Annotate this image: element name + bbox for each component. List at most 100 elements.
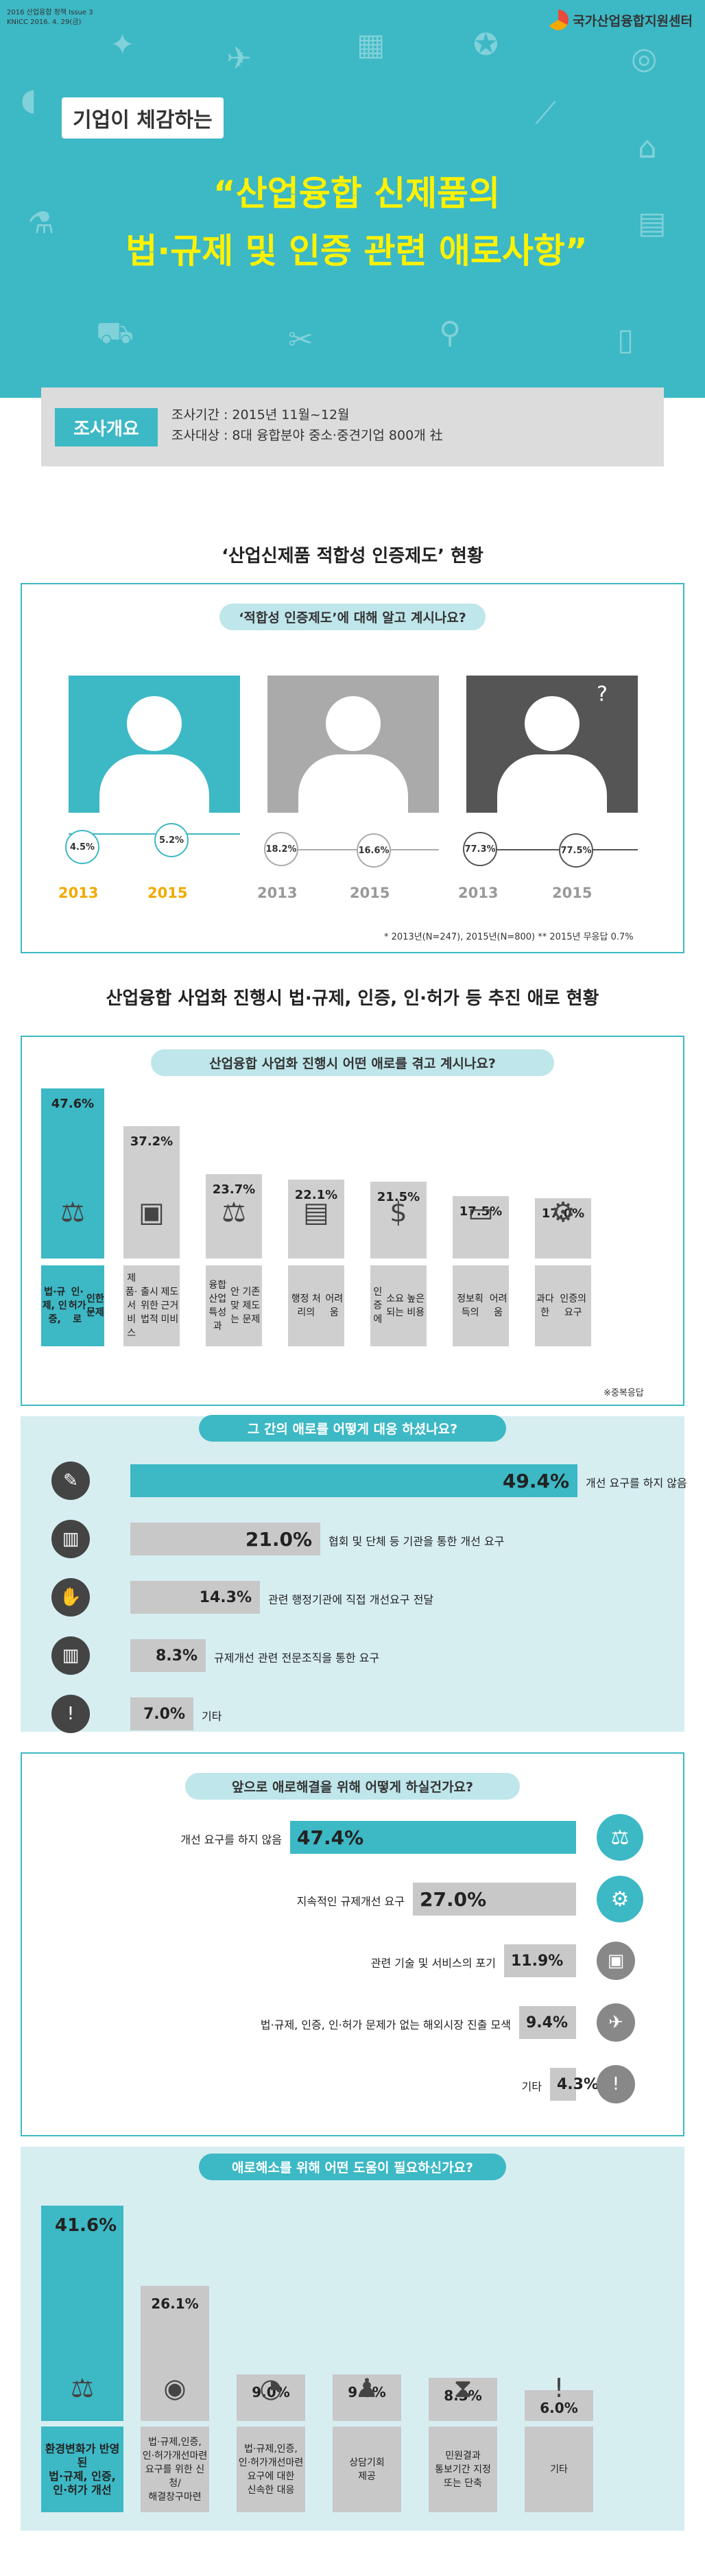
value-2015: 5.2% bbox=[154, 823, 189, 857]
bar: 8.3% bbox=[130, 1639, 206, 1672]
org-logo: 국가산업융합지원센터 bbox=[548, 10, 693, 30]
magnifier-icon: ⚲ bbox=[439, 315, 462, 350]
value-2013: 18.2% bbox=[264, 832, 298, 866]
year-label: 2013 bbox=[257, 885, 298, 901]
q2-panel bbox=[21, 1416, 684, 1732]
category-icon: ⚙ bbox=[551, 1197, 575, 1228]
category-label: 융합산업특성과 안 맞는 기존제도 문제 bbox=[206, 1265, 262, 1346]
q1-question: 산업융합 사업화 진행시 어떤 애로를 겪고 계시나요? bbox=[151, 1049, 554, 1076]
question-mark-icon: ? bbox=[597, 682, 608, 706]
section1-question: ‘적합성 인증제도’에 대해 알고 계시나요? bbox=[219, 604, 486, 630]
target-icon: ◎ bbox=[631, 41, 658, 76]
category-label: 민원결과 통보기간 지정 또는 단축 bbox=[429, 2426, 497, 2512]
chart-icon: ⟋ bbox=[535, 96, 556, 131]
category-label: 제품·서비스 출시 위한 법적 제도 근거 미비 bbox=[123, 1265, 180, 1346]
category-label: 협회 및 단체 등 기관을 통한 개선 요구 bbox=[328, 1535, 505, 1548]
category-label: 관련 기술 및 서비스의 포기 bbox=[370, 1957, 496, 1970]
card-know: 알고있다 bbox=[69, 676, 240, 813]
bar: 14.3% bbox=[130, 1581, 260, 1614]
card-label: 알고있다 bbox=[130, 779, 178, 794]
person-icon bbox=[326, 696, 381, 751]
category-icon: ▭ bbox=[468, 1197, 494, 1228]
q2-question: 그 간의 애로를 어떻게 대응 하셨나요? bbox=[199, 1415, 506, 1442]
data-label: 47.6% bbox=[51, 1097, 95, 1111]
category-label: 환경변화가 반영된 법·규제, 인증, 인·허가 개선 bbox=[41, 2426, 123, 2512]
bar: 49.4% bbox=[130, 1464, 577, 1497]
survey-info: 조사기간 : 2015년 11월~12월 조사대상 : 8대 융합분야 중소·중… bbox=[171, 405, 443, 446]
year-label: 2013 bbox=[458, 885, 499, 901]
card-dont-know: ? 모른다 bbox=[466, 676, 638, 813]
data-label: 37.2% bbox=[130, 1134, 174, 1149]
airplane-icon: ✈ bbox=[226, 41, 252, 76]
wrench-icon: ✂ bbox=[288, 322, 313, 357]
category-icon: ▣ bbox=[139, 1197, 165, 1228]
category-label: 개선 요구를 하지 않음 bbox=[586, 1477, 687, 1490]
person-icon bbox=[525, 696, 579, 751]
category-icon: ⚖ bbox=[70, 2373, 95, 2403]
category-label: 상담기회 제공 bbox=[333, 2426, 401, 2512]
phone-icon: ▯ bbox=[617, 322, 634, 357]
category-icon: ! bbox=[597, 2065, 635, 2103]
category-label: 기타 bbox=[525, 2426, 593, 2512]
bar: 7.0% bbox=[130, 1697, 193, 1730]
data-label: 17.0% bbox=[541, 1206, 585, 1221]
q1-panel bbox=[21, 1036, 684, 1406]
category-icon: ! bbox=[51, 1695, 90, 1733]
category-label: 기타 bbox=[521, 2080, 542, 2093]
category-icon: ⧗ bbox=[453, 2373, 473, 2403]
category-label: 개선 요구를 하지 않음 bbox=[180, 1833, 282, 1846]
data-label: 17.5% bbox=[459, 1204, 503, 1219]
bar bbox=[41, 2206, 123, 2421]
category-label: 관련 행정기관에 직접 개선요구 전달 bbox=[268, 1593, 434, 1606]
data-label: 9.0% bbox=[252, 2384, 290, 2400]
year-label: 2015 bbox=[350, 885, 390, 901]
q1-note: ※중복응답 bbox=[604, 1388, 644, 1398]
card-label: 들어본적 있다 bbox=[315, 779, 392, 794]
bar bbox=[453, 1196, 509, 1259]
bar bbox=[535, 1198, 591, 1259]
bar bbox=[525, 2390, 593, 2421]
category-label: 법·규제, 인증, 인·허가 문제가 없는 해외시장 진출 모색 bbox=[260, 2018, 511, 2031]
value-2013: 77.3% bbox=[463, 832, 497, 866]
hero-banner: 2016 산업융합 정책 Issue 3 KNICC 2016. 4. 29(금… bbox=[0, 0, 705, 398]
category-label: 과다한 인증의 요구 bbox=[535, 1265, 591, 1346]
year-label: 2015 bbox=[552, 885, 593, 901]
category-icon: ♟ bbox=[355, 2373, 379, 2403]
category-icon: ✋ bbox=[51, 1578, 90, 1617]
bar: 11.9% bbox=[504, 1944, 576, 1977]
lightbulb-icon: ✦ bbox=[110, 27, 135, 62]
category-icon: ◔ bbox=[259, 2373, 283, 2403]
category-label: 행정 처리의 어려움 bbox=[288, 1265, 344, 1346]
building-icon: ▦ bbox=[357, 27, 385, 62]
data-label: 8.3% bbox=[444, 2387, 482, 2404]
bar bbox=[123, 1126, 180, 1259]
survey-period: 조사기간 : 2015년 11월~12월 bbox=[171, 407, 350, 422]
data-label: 41.6% bbox=[55, 2215, 117, 2236]
data-label: 26.1% bbox=[151, 2295, 199, 2312]
year-label: 2013 bbox=[58, 885, 99, 901]
category-label: 법·규제,인증, 인·허가개선마련 요구를 위한 신청/해결창구마련 bbox=[141, 2426, 209, 2512]
value-2015: 16.6% bbox=[357, 833, 391, 868]
category-icon: $ bbox=[390, 1197, 407, 1228]
badge-icon: ✪ bbox=[473, 27, 499, 62]
bar bbox=[333, 2374, 401, 2421]
category-label: 기타 bbox=[202, 1710, 222, 1723]
survey-tag: 조사개요 bbox=[55, 408, 158, 446]
data-label: 23.7% bbox=[212, 1182, 256, 1197]
card-heard: 들어본적 있다 bbox=[267, 676, 439, 813]
category-icon: ⚖ bbox=[222, 1197, 246, 1228]
issue-label: 2016 산업융합 정책 Issue 3 KNICC 2016. 4. 29(금… bbox=[7, 9, 93, 26]
value-2013: 4.5% bbox=[65, 830, 99, 864]
section1-title: ‘산업신제품 적합성 인증제도’ 현황 bbox=[222, 546, 483, 567]
category-icon: ✎ bbox=[51, 1462, 90, 1500]
q3-question: 앞으로 애로해결을 위해 어떻게 하실건가요? bbox=[185, 1773, 520, 1800]
org-name: 국가산업융합지원센터 bbox=[573, 13, 693, 29]
bar: 9.4% bbox=[519, 2006, 576, 2039]
pill-icon: ◖ bbox=[21, 82, 37, 117]
category-icon: ! bbox=[553, 2373, 564, 2403]
category-icon: ▥ bbox=[51, 1520, 90, 1558]
notebook-icon: ▤ bbox=[638, 206, 667, 241]
data-label: 6.0% bbox=[540, 2400, 578, 2416]
data-label: 21.5% bbox=[377, 1190, 420, 1204]
category-icon: ▣ bbox=[597, 1942, 635, 1980]
